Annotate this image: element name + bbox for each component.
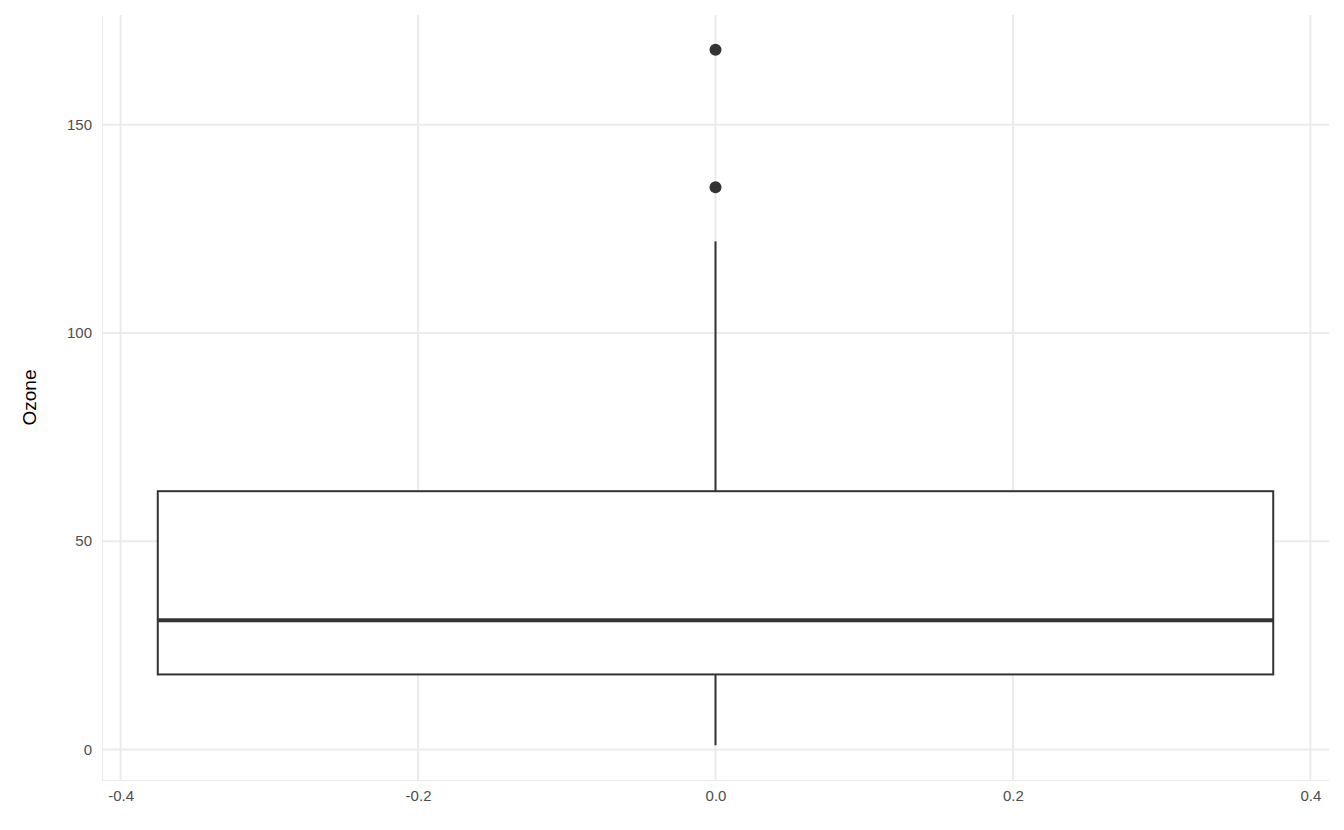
grid: [102, 15, 1329, 780]
y-axis-title: Ozone: [19, 370, 40, 426]
x-tick: -0.4: [108, 780, 134, 804]
grid-line-x: [120, 15, 122, 780]
axis-line: [102, 16, 103, 781]
x-tick: 0.0: [706, 780, 727, 804]
x-tick-label: -0.4: [108, 787, 134, 804]
grid-line-x: [1309, 15, 1311, 780]
upper-whisker: [715, 241, 717, 491]
y-tick-label: 0: [84, 741, 92, 758]
x-tick-label: 0.4: [1300, 787, 1321, 804]
x-tick: 0.4: [1300, 780, 1321, 804]
outlier: [710, 181, 722, 193]
x-tick-label: 0.2: [1003, 787, 1024, 804]
y-tick: 0: [84, 741, 102, 758]
median: [158, 618, 1273, 622]
y-tick: 100: [67, 324, 102, 341]
y-tick-label: 50: [75, 532, 92, 549]
y-tick: 50: [75, 532, 102, 549]
y-tick: 150: [67, 116, 102, 133]
x-tick: -0.2: [406, 780, 432, 804]
box: [158, 491, 1273, 674]
boxplot: [158, 44, 1273, 745]
x-tick-label: -0.2: [406, 787, 432, 804]
plot-area: [158, 44, 1273, 745]
y-tick-label: 150: [67, 116, 92, 133]
lower-whisker: [715, 674, 717, 745]
y-tick-label: 100: [67, 324, 92, 341]
chart: -0.4 -0.2 0.0 0.2 0.4 0 50 100 150 Ozone: [0, 0, 1344, 830]
x-axis: -0.4 -0.2 0.0 0.2 0.4: [103, 780, 1330, 804]
outlier: [710, 44, 722, 56]
axis-line: [103, 780, 1330, 781]
y-axis: 0 50 100 150: [67, 16, 103, 781]
x-tick: 0.2: [1003, 780, 1024, 804]
x-tick-label: 0.0: [706, 787, 727, 804]
